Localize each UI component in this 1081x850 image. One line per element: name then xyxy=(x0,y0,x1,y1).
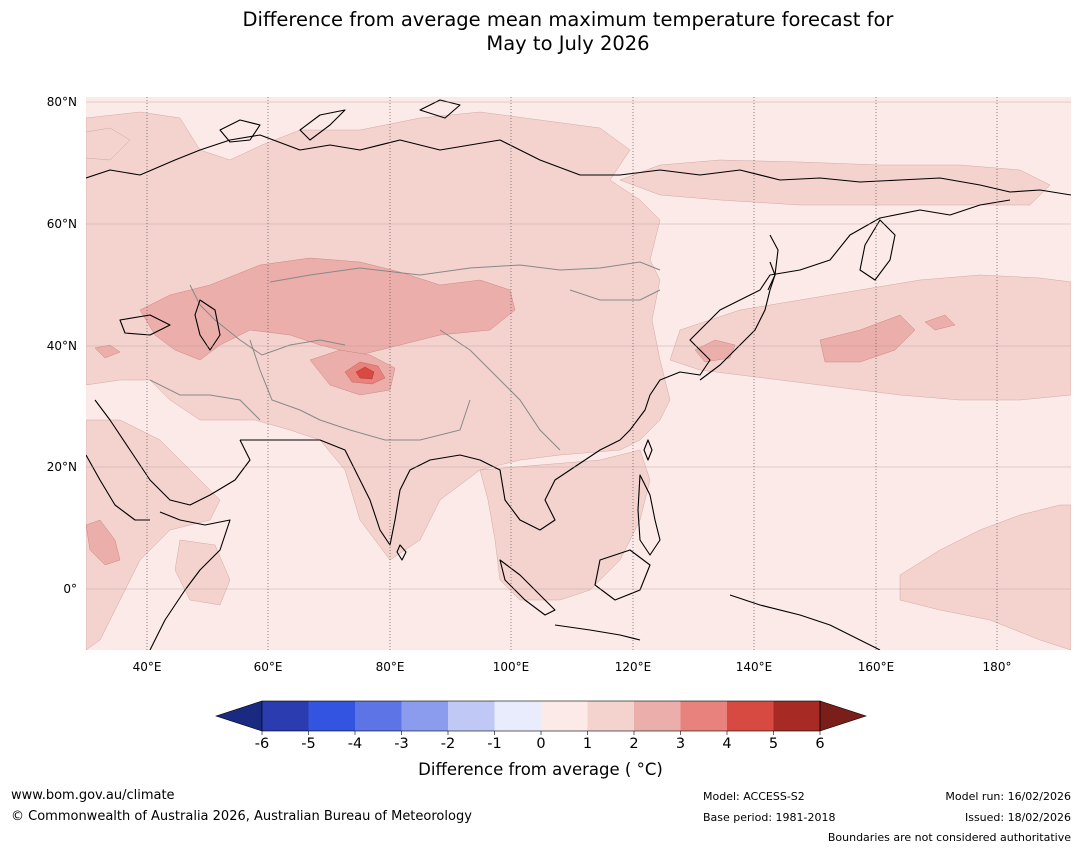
coast-black-sea xyxy=(119,314,171,336)
map-title: Difference from average mean maximum tem… xyxy=(0,8,1081,56)
coast-borneo xyxy=(594,549,651,601)
colorbar-bin-3 xyxy=(355,701,402,731)
coast-europe-asia-north xyxy=(86,134,1071,196)
coast-sri-lanka xyxy=(396,544,407,561)
coast-svalbard xyxy=(219,119,261,143)
colorbar-tick-m1: -1 xyxy=(487,736,501,752)
colorbar-bin-9 xyxy=(634,701,681,731)
footer-disclaimer: Boundaries are not considered authoritat… xyxy=(827,831,1071,844)
colorbar-ticks: -6 -5 -4 -3 -2 -1 0 1 2 3 4 5 6 xyxy=(255,736,825,752)
colorbar-bin-10 xyxy=(680,701,727,731)
coast-south-asia xyxy=(240,439,586,546)
coast-arabia xyxy=(94,399,251,506)
country-boundaries xyxy=(149,261,661,451)
lat-label-0: 0° xyxy=(63,582,77,596)
coastlines xyxy=(86,99,1071,650)
colorbar-tick-5: 5 xyxy=(769,736,778,752)
coast-taiwan xyxy=(643,439,653,461)
footer-model: Model: ACCESS-S2 xyxy=(703,790,805,803)
lon-label-40e: 40°E xyxy=(133,660,162,674)
coast-java xyxy=(554,624,641,641)
colorbar-tick-6: 6 xyxy=(815,736,824,752)
coast-severnaya-zemlya xyxy=(419,99,461,119)
lon-label-160e: 160°E xyxy=(858,660,895,674)
coast-africa-east xyxy=(149,511,231,650)
colorbar-label: Difference from average ( °C) xyxy=(418,760,663,779)
colorbar-tick-3: 3 xyxy=(676,736,685,752)
lon-label-60e: 60°E xyxy=(254,660,283,674)
coast-sakhalin xyxy=(767,234,779,291)
colorbar-tick-2: 2 xyxy=(629,736,638,752)
region-arabia xyxy=(86,419,221,650)
region-equatorial-pacific xyxy=(899,504,1071,650)
coast-kamchatka xyxy=(859,219,896,281)
coast-caspian xyxy=(194,299,221,351)
colorbar-bin-2 xyxy=(308,701,355,731)
colorbar-bin-5 xyxy=(448,701,495,731)
colorbar-bin-1 xyxy=(262,701,309,731)
colorbar-tick-m4: -4 xyxy=(348,736,362,752)
latitude-gridlines xyxy=(86,101,1071,590)
lon-label-140e: 140°E xyxy=(736,660,773,674)
coast-novaya-zemlya xyxy=(299,109,346,141)
colorbar-tick-0: 0 xyxy=(536,736,545,752)
colorbar-tick-m3: -3 xyxy=(394,736,408,752)
longitude-labels: 40°E 60°E 80°E 100°E 120°E 140°E 160°E 1… xyxy=(133,660,1012,674)
coast-east-asia xyxy=(584,199,1011,461)
footer-model-run: Model run: 16/02/2026 xyxy=(945,790,1071,803)
lat-label-80n: 80°N xyxy=(47,95,77,109)
footer-copyright: © Commonwealth of Australia 2026, Austra… xyxy=(11,809,472,824)
colorbar-bin-4 xyxy=(401,701,448,731)
colorbar-arrow-right xyxy=(819,700,867,732)
lon-label-100e: 100°E xyxy=(493,660,530,674)
region-red-sea xyxy=(86,519,121,566)
coast-philippines xyxy=(637,474,661,556)
lon-label-80e: 80°E xyxy=(376,660,405,674)
longitude-gridlines xyxy=(146,97,998,650)
region-southeast-asia xyxy=(479,449,651,601)
latitude-labels: 80°N 60°N 40°N 20°N 0° xyxy=(47,95,77,596)
colorbar-bin-6 xyxy=(494,701,541,731)
coast-new-guinea xyxy=(729,594,881,650)
region-himalaya-hotspot-core xyxy=(355,366,375,380)
lon-label-120e: 120°E xyxy=(615,660,652,674)
region-north-atlantic-island xyxy=(86,127,131,161)
lat-label-20n: 20°N xyxy=(47,460,77,474)
colorbar-tick-1: 1 xyxy=(583,736,592,752)
colorbar-bin-12 xyxy=(773,701,820,731)
colorbar-arrow-left xyxy=(215,700,263,732)
anomaly-4-5-regions xyxy=(355,366,375,380)
coast-africa-red-sea xyxy=(86,454,150,521)
colorbar-bin-11 xyxy=(727,701,774,731)
footer-issued: Issued: 18/02/2026 xyxy=(964,811,1071,824)
lat-label-40n: 40°N xyxy=(47,339,77,353)
footer-base-period: Base period: 1981-2018 xyxy=(703,811,836,824)
colorbar-bin-8 xyxy=(587,701,634,731)
colorbar-tick-4: 4 xyxy=(722,736,731,752)
colorbar-tick-m2: -2 xyxy=(441,736,455,752)
lon-label-180: 180° xyxy=(983,660,1012,674)
region-small-pacific xyxy=(924,314,956,331)
colorbar xyxy=(215,700,867,735)
colorbar-bin-7 xyxy=(541,701,588,731)
region-kuroshio xyxy=(819,314,916,363)
title-line-1: Difference from average mean maximum tem… xyxy=(242,8,894,31)
region-korea xyxy=(694,339,736,363)
coast-sumatra xyxy=(499,559,556,616)
title-line-2: May to July 2026 xyxy=(486,32,650,55)
colorbar-tick-m6: -6 xyxy=(255,736,269,752)
lat-label-60n: 60°N xyxy=(47,217,77,231)
colorbar-tick-m5: -5 xyxy=(301,736,315,752)
footer-url[interactable]: www.bom.gov.au/climate xyxy=(11,788,175,803)
